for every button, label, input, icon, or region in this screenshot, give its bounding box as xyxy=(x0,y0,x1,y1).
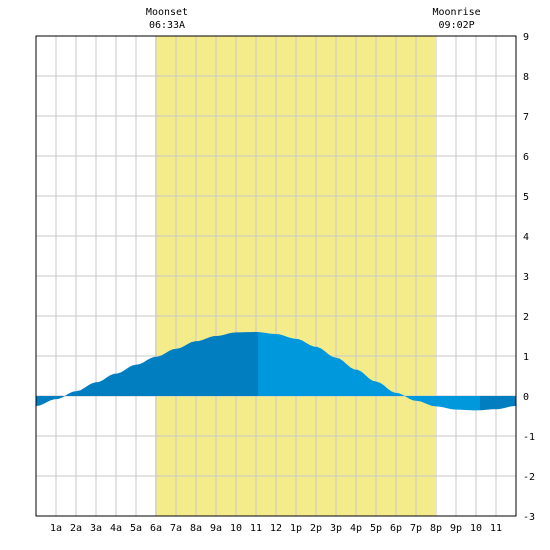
x-tick-label: 9p xyxy=(450,523,462,534)
x-tick-label: 1a xyxy=(50,523,62,534)
moon-event-time: 06:33A xyxy=(149,20,185,31)
plot-border xyxy=(35,35,517,517)
x-tick-label: 6a xyxy=(150,523,162,534)
x-axis-labels: 1a 2a 3a 4a 5a 6a 7a 8a 9a 10 11 12 1p 2p 3p 4p 5p 6p 7p 8p… xyxy=(50,523,502,534)
x-tick-label: 3a xyxy=(90,523,102,534)
tide-layer xyxy=(36,332,516,411)
x-tick-label: 5p xyxy=(370,523,382,534)
x-tick-label: 11 xyxy=(250,523,262,534)
y-tick-label: 2 xyxy=(523,312,529,323)
x-tick-label: 6p xyxy=(390,523,402,534)
y-tick-label: 7 xyxy=(523,112,529,123)
tide-area-falling xyxy=(258,332,480,411)
y-tick-label: 0 xyxy=(523,392,529,403)
y-tick-label: 6 xyxy=(523,152,529,163)
x-tick-label: 3p xyxy=(330,523,342,534)
x-tick-label: 7p xyxy=(410,523,422,534)
y-tick-label: -3 xyxy=(523,512,535,523)
y-tick-label: 1 xyxy=(523,352,529,363)
x-tick-label: 4a xyxy=(110,523,122,534)
x-tick-label: 4p xyxy=(350,523,362,534)
x-tick-label: 2p xyxy=(310,523,322,534)
y-tick-label: -1 xyxy=(523,432,535,443)
y-tick-label: 3 xyxy=(523,272,529,283)
moon-event-label: Moonrise xyxy=(433,7,481,18)
x-tick-label: 1p xyxy=(290,523,302,534)
y-axis-labels: -3 -2 -1 0 1 2 3 4 5 6 7 8 9 xyxy=(523,32,535,523)
y-tick-label: 9 xyxy=(523,32,529,43)
x-tick-label: 9a xyxy=(210,523,222,534)
grid-layer xyxy=(36,36,516,516)
tide-area-rising xyxy=(36,332,258,406)
x-tick-label: 12 xyxy=(270,523,282,534)
moon-event-labels: Moonset 06:33A Moonrise 09:02P xyxy=(146,7,481,31)
moon-event-label: Moonset xyxy=(146,7,188,18)
x-tick-label: 8p xyxy=(430,523,442,534)
x-tick-label: 2a xyxy=(70,523,82,534)
x-tick-label: 5a xyxy=(130,523,142,534)
y-tick-label: -2 xyxy=(523,472,535,483)
y-tick-label: 8 xyxy=(523,72,529,83)
y-tick-label: 4 xyxy=(523,232,529,243)
y-tick-label: 5 xyxy=(523,192,529,203)
x-tick-label: 8a xyxy=(190,523,202,534)
x-tick-label: 10 xyxy=(470,523,482,534)
x-tick-label: 10 xyxy=(230,523,242,534)
x-tick-label: 7a xyxy=(170,523,182,534)
tide-area-rising xyxy=(480,396,516,411)
x-tick-label: 11 xyxy=(490,523,502,534)
moon-event-time: 09:02P xyxy=(439,20,475,31)
